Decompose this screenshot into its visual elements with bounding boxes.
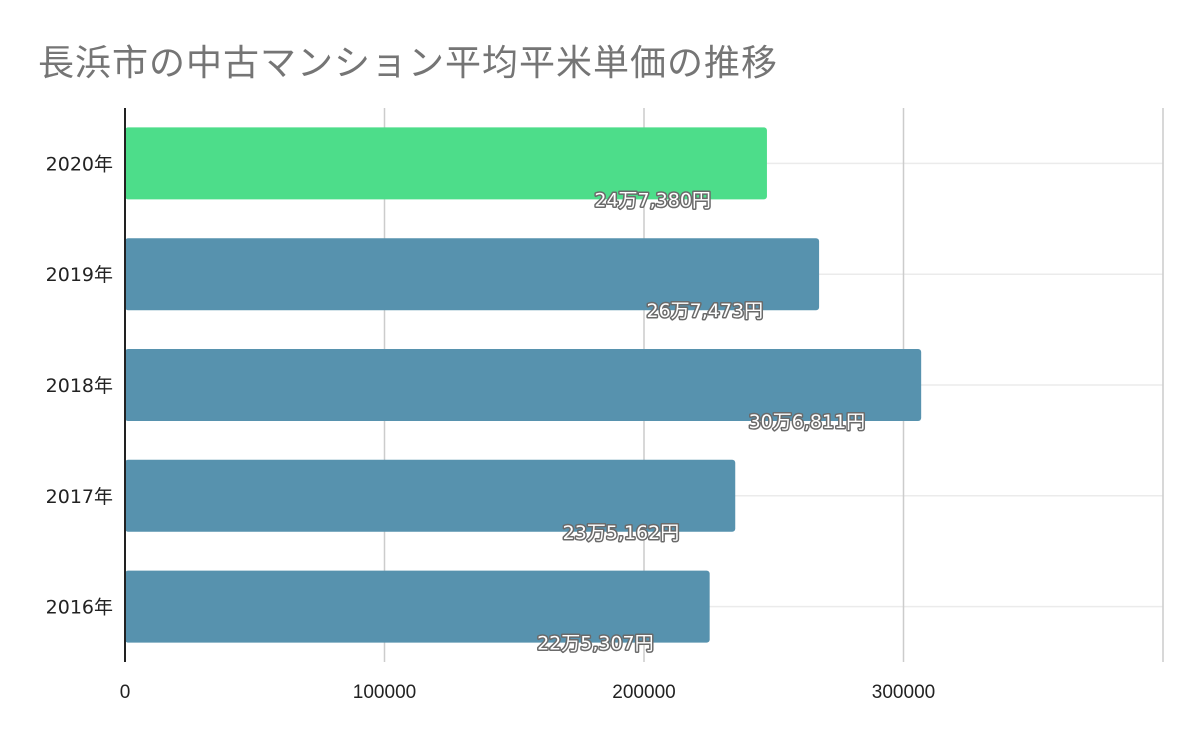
chart-title: 長浜市の中古マンション平均平米単価の推移: [38, 43, 779, 84]
data-label: 22万5,307円: [537, 633, 654, 655]
data-label: 30万6,811円: [749, 411, 866, 433]
data-label: 26万7,473円: [647, 300, 764, 322]
category-label: 2020年: [46, 153, 113, 175]
x-tick-label: 100000: [353, 682, 416, 703]
category-label: 2018年: [46, 375, 113, 397]
data-label: 24万7,380円: [594, 189, 711, 211]
bar-4: [125, 570, 710, 643]
data-label: 23万5,162円: [563, 522, 680, 544]
x-tick-label: 0: [120, 682, 131, 703]
bar-0: [125, 127, 767, 200]
bar-1: [125, 238, 820, 311]
bar-3: [125, 459, 736, 532]
category-label: 2019年: [46, 264, 113, 286]
category-label: 2016年: [46, 597, 113, 619]
category-label: 2017年: [46, 486, 113, 508]
x-tick-label: 200000: [612, 682, 675, 703]
x-tick-label: 300000: [872, 682, 935, 703]
bar-2: [125, 348, 922, 422]
